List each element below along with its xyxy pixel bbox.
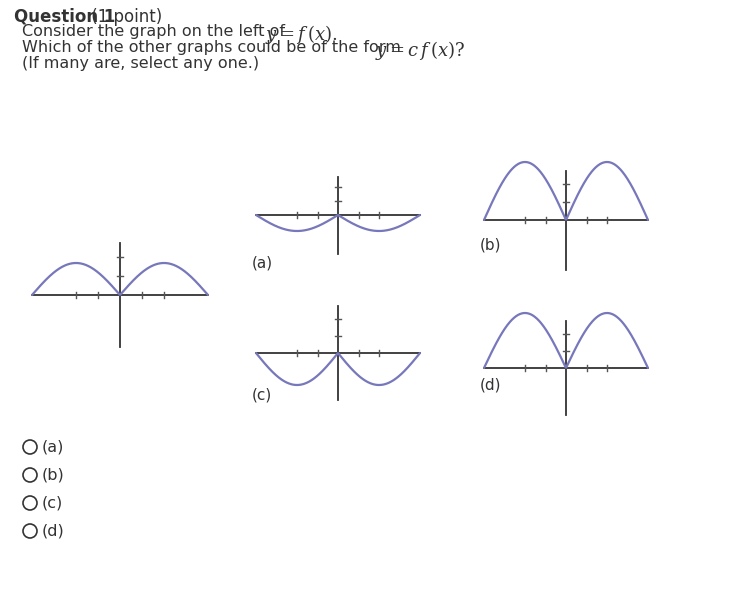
Text: $y = f\,(x).$: $y = f\,(x).$ bbox=[265, 23, 338, 46]
Text: (c): (c) bbox=[252, 388, 272, 403]
Text: $y = c\,f\,(x)?$: $y = c\,f\,(x)?$ bbox=[375, 39, 465, 62]
Text: (If many are, select any one.): (If many are, select any one.) bbox=[22, 56, 259, 71]
Text: (1 point): (1 point) bbox=[86, 8, 162, 26]
Text: Question 1: Question 1 bbox=[14, 8, 115, 26]
Text: (a): (a) bbox=[42, 440, 64, 454]
Text: Consider the graph on the left of: Consider the graph on the left of bbox=[22, 24, 290, 39]
Text: (b): (b) bbox=[42, 467, 65, 483]
Text: (b): (b) bbox=[480, 238, 501, 253]
Text: (d): (d) bbox=[480, 378, 501, 393]
Text: Which of the other graphs could be of the form: Which of the other graphs could be of th… bbox=[22, 40, 406, 55]
Text: (d): (d) bbox=[42, 523, 65, 539]
Text: (a): (a) bbox=[252, 255, 273, 270]
Text: (c): (c) bbox=[42, 496, 64, 510]
